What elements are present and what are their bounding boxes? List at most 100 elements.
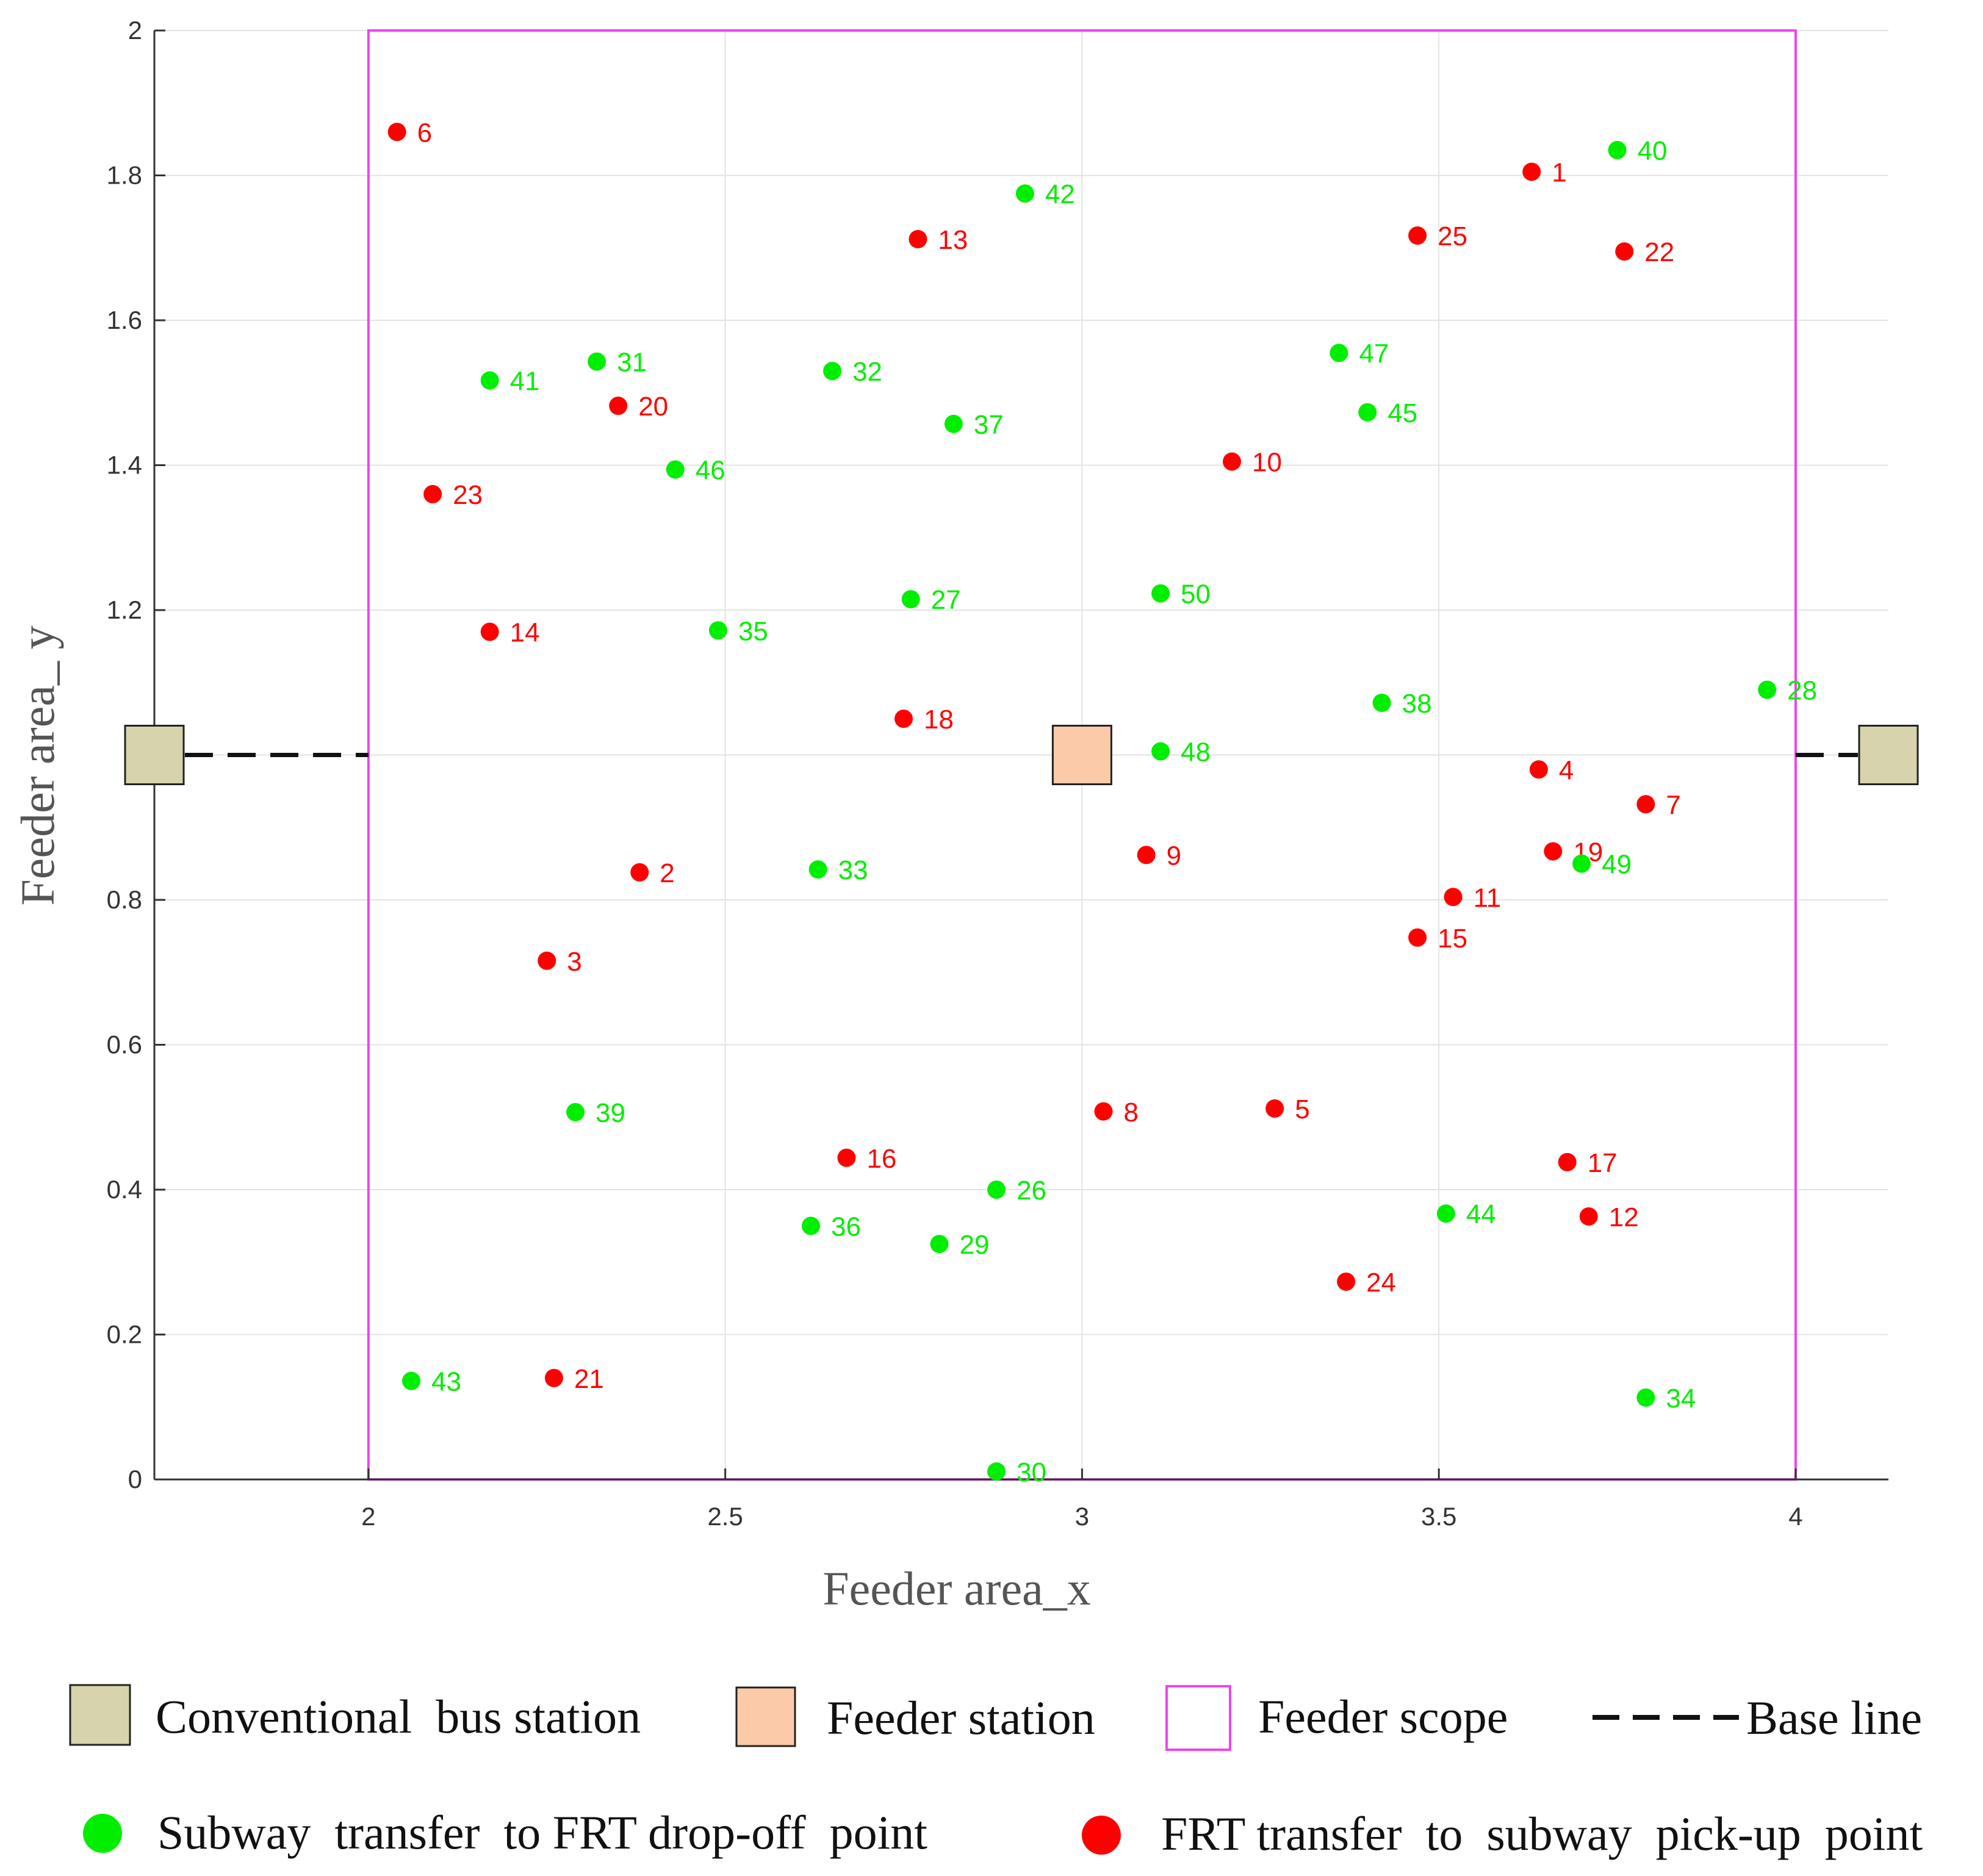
legend-feeder-scope-swatch [1165, 1685, 1231, 1751]
data-point [930, 1235, 949, 1254]
data-point [1444, 888, 1463, 907]
y-tick-label: 0 [128, 1465, 142, 1493]
data-point-label: 47 [1359, 339, 1389, 368]
data-point-label: 22 [1644, 237, 1674, 267]
legend-pickup-label: FRT transfer to subway pick-up point [1161, 1807, 1923, 1860]
data-point-label: 27 [931, 585, 961, 615]
data-point [1015, 184, 1034, 203]
data-point-label: 25 [1438, 221, 1467, 251]
data-point [544, 1368, 563, 1387]
data-point-label: 42 [1045, 179, 1075, 209]
data-point [901, 590, 920, 609]
data-point [987, 1462, 1006, 1481]
data-point [1608, 140, 1627, 159]
data-point-label: 33 [838, 855, 868, 885]
y-tick-label: 0.4 [107, 1175, 142, 1204]
data-point [708, 621, 727, 640]
stations-layer [124, 725, 1919, 785]
legend-dropoff-label: Subway transfer to FRT drop-off point [157, 1806, 927, 1859]
data-point-label: 9 [1167, 841, 1181, 871]
data-point-label: 39 [596, 1098, 625, 1128]
data-point [1337, 1272, 1356, 1291]
data-point [1151, 584, 1170, 603]
data-point-label: 21 [574, 1364, 604, 1394]
data-point-label: 20 [638, 392, 668, 422]
data-point-label: 12 [1609, 1202, 1639, 1232]
data-point [1615, 242, 1634, 261]
data-point [1358, 403, 1377, 422]
data-point [837, 1148, 856, 1167]
data-point [588, 352, 606, 371]
y-axis-label: Feeder area_ y [11, 625, 64, 905]
legend-pickup-marker [1082, 1816, 1121, 1855]
y-tick-label: 0.2 [107, 1320, 142, 1349]
data-point-label: 8 [1123, 1098, 1138, 1127]
data-point [1137, 846, 1156, 864]
data-point-label: 45 [1387, 398, 1417, 428]
legend-base-line-label: Base line [1746, 1691, 1922, 1744]
data-point [1522, 162, 1541, 181]
data-point [1151, 742, 1170, 761]
legend-feeder-station-label: Feeder station [827, 1691, 1095, 1744]
data-point [1094, 1102, 1113, 1121]
data-point [1436, 1204, 1455, 1223]
conventional-bus-station [1858, 725, 1919, 785]
x-tick-label: 3.5 [1421, 1502, 1456, 1531]
x-tick-label: 3 [1075, 1502, 1089, 1531]
legend-dropoff-marker [83, 1814, 122, 1853]
data-point [909, 230, 927, 248]
conventional-bus-station [124, 725, 185, 785]
data-point [1544, 842, 1563, 861]
data-point-label: 18 [924, 705, 954, 735]
data-point-label: 38 [1402, 689, 1432, 719]
data-point-label: 10 [1252, 448, 1282, 478]
legend-bus-station-swatch [69, 1684, 131, 1746]
y-tick-label: 1.6 [107, 306, 142, 334]
data-point-label: 2 [660, 858, 674, 888]
data-point-label: 13 [938, 225, 968, 255]
data-point [1579, 1207, 1598, 1226]
data-point [1572, 854, 1591, 873]
data-point [801, 1217, 820, 1235]
data-point [944, 414, 963, 433]
data-point [1558, 1152, 1577, 1171]
data-point-label: 7 [1666, 790, 1680, 820]
data-point-label: 28 [1787, 676, 1817, 706]
tick-labels: 2 2.5 3 3.5 400.20.40.60.81.21.41.61.82 [107, 16, 1803, 1531]
data-point-label: 3 [567, 947, 581, 977]
y-tick-label: 2 [128, 16, 142, 45]
x-tick-label: 2.5 [707, 1502, 743, 1531]
data-point-label: 32 [852, 357, 882, 387]
data-point-label: 49 [1602, 850, 1632, 880]
data-point-label: 26 [1017, 1176, 1046, 1206]
data-point-label: 11 [1474, 883, 1502, 913]
x-tick-label: 2 [361, 1502, 375, 1531]
y-tick-label: 1.4 [107, 451, 142, 480]
data-point [566, 1102, 585, 1121]
data-point [823, 362, 842, 381]
data-point-label: 43 [431, 1367, 461, 1397]
data-point-label: 46 [696, 456, 725, 486]
data-point [387, 123, 406, 142]
data-point [894, 710, 913, 728]
data-point-label: 50 [1181, 580, 1211, 609]
data-point-label: 4 [1559, 755, 1574, 785]
data-point [1372, 694, 1391, 712]
data-point [1408, 928, 1427, 947]
data-point-label: 16 [866, 1144, 896, 1174]
data-point [1330, 343, 1348, 362]
data-point-label: 23 [453, 480, 483, 510]
data-point [666, 460, 685, 479]
data-point [987, 1181, 1006, 1199]
data-point [402, 1371, 421, 1390]
data-point [480, 371, 499, 390]
data-point-label: 44 [1466, 1199, 1496, 1229]
data-point-label: 30 [1017, 1457, 1046, 1487]
data-point [630, 863, 649, 882]
legend-bus-station-label: Conventional bus station [156, 1690, 641, 1743]
feeder-station [1051, 725, 1112, 785]
y-tick-label: 0.6 [107, 1030, 142, 1059]
data-point-label: 15 [1438, 924, 1467, 954]
data-point-label: 31 [617, 348, 647, 378]
